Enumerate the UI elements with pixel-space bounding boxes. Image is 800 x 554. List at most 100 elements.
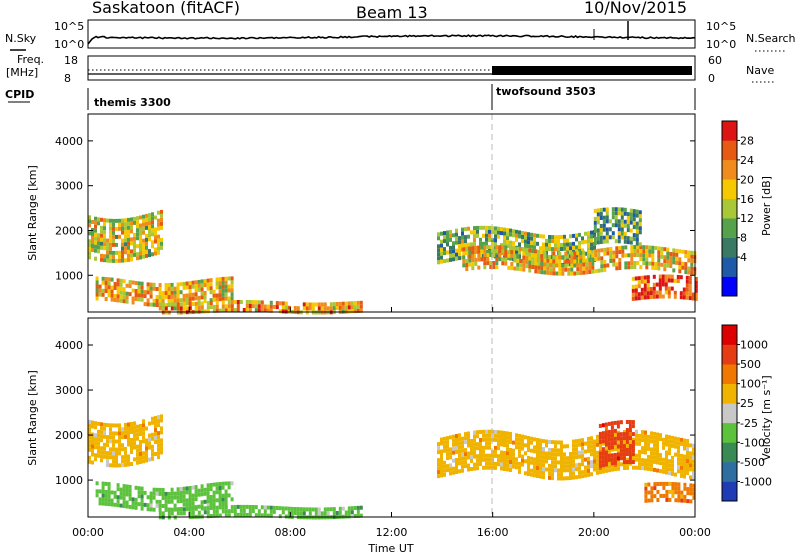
echo-cell — [140, 289, 144, 294]
echo-cell — [97, 249, 100, 254]
echo-cell — [671, 439, 674, 444]
colorbar-swatch — [722, 140, 737, 161]
echo-cell — [440, 465, 443, 470]
echo-cell — [593, 236, 597, 241]
echo-cell — [620, 227, 624, 232]
echo-cell — [103, 246, 106, 251]
echo-cell — [251, 509, 255, 513]
echo-cell — [100, 253, 103, 258]
echo-cell — [182, 297, 186, 302]
echo-cell — [350, 506, 354, 511]
echo-cell — [617, 458, 620, 463]
echo-cell — [660, 262, 664, 267]
echo-cell — [206, 499, 210, 504]
echo-cell — [507, 265, 511, 270]
echo-cell — [670, 278, 674, 283]
echo-cell — [218, 490, 222, 494]
echo-cell — [563, 234, 566, 239]
echo-cell — [212, 482, 216, 487]
echo-cell — [641, 450, 644, 455]
echo-cell — [148, 457, 151, 462]
echo-cell — [631, 288, 635, 293]
echo-cell — [97, 217, 100, 222]
echo-cell — [673, 294, 677, 299]
echo-cell — [650, 447, 653, 452]
echo-cell — [136, 456, 139, 461]
echo-cell — [191, 485, 195, 490]
echo-cell — [561, 267, 565, 272]
echo-cell — [332, 511, 336, 516]
echo-cell — [326, 507, 330, 512]
echo-cell — [142, 455, 145, 460]
echo-cell — [601, 439, 605, 444]
echo-cell — [513, 266, 517, 271]
echo-cell — [461, 436, 464, 441]
echo-cell — [486, 261, 490, 266]
echo-cell — [527, 232, 530, 237]
echo-cell — [665, 434, 668, 439]
colorbar-tick-label: 4 — [740, 251, 747, 264]
echo-cell — [613, 460, 617, 465]
echo-cell — [218, 285, 222, 290]
echo-cell — [329, 507, 333, 512]
echo-cell — [221, 288, 225, 293]
echo-cell — [437, 232, 440, 237]
echo-cell — [587, 472, 590, 477]
echo-cell — [130, 257, 133, 262]
echo-cell — [519, 259, 523, 264]
echo-cell — [677, 486, 681, 491]
echo-cell — [656, 448, 659, 453]
echo-cell — [347, 309, 351, 314]
echo-cell — [524, 243, 527, 248]
echo-cell — [576, 267, 580, 272]
echo-cell — [224, 276, 228, 281]
echo-cell — [170, 511, 174, 516]
echo-cell — [637, 276, 641, 281]
echo-cell — [668, 471, 671, 476]
colorbar-swatch — [722, 325, 737, 345]
echo-cell — [359, 513, 363, 518]
echo-cell — [657, 266, 661, 271]
echo-cell — [634, 288, 638, 293]
echo-cell — [458, 457, 461, 462]
echo-cell — [506, 236, 509, 241]
echo-cell — [689, 499, 693, 504]
echo-cell — [124, 434, 127, 439]
echo-cell — [494, 461, 497, 466]
echo-cell — [509, 432, 512, 436]
echo-cell — [500, 458, 503, 463]
echo-cell — [139, 215, 142, 220]
echo-cell — [635, 241, 639, 246]
echo-cell — [616, 452, 620, 457]
echo-cell — [660, 254, 664, 259]
echo-cell — [656, 456, 659, 461]
echo-cell — [510, 246, 514, 251]
echo-cell — [677, 441, 680, 446]
echo-cell — [531, 253, 535, 257]
echo-cell — [98, 288, 102, 293]
echo-cell — [630, 257, 634, 262]
echo-cell — [631, 276, 635, 281]
echo-cell — [215, 513, 219, 518]
echo-cell — [113, 294, 117, 298]
echo-cell — [512, 456, 515, 461]
echo-cell — [443, 448, 446, 453]
echo-cell — [278, 514, 282, 519]
echo-cell — [631, 460, 635, 465]
echo-cell — [582, 250, 586, 255]
echo-cell — [203, 487, 207, 492]
echo-cell — [590, 230, 593, 235]
echo-cell — [179, 495, 183, 499]
echo-cell — [230, 300, 234, 305]
echo-cell — [640, 275, 644, 280]
echo-cell — [667, 274, 671, 279]
echo-cell — [668, 443, 671, 448]
echo-cell — [209, 506, 213, 510]
echo-cell — [121, 447, 124, 452]
echo-cell — [668, 497, 672, 502]
echo-cell — [106, 218, 109, 223]
echo-cell — [284, 301, 288, 306]
echo-cell — [539, 442, 542, 447]
echo-cell — [560, 464, 563, 469]
echo-cell — [658, 294, 662, 299]
